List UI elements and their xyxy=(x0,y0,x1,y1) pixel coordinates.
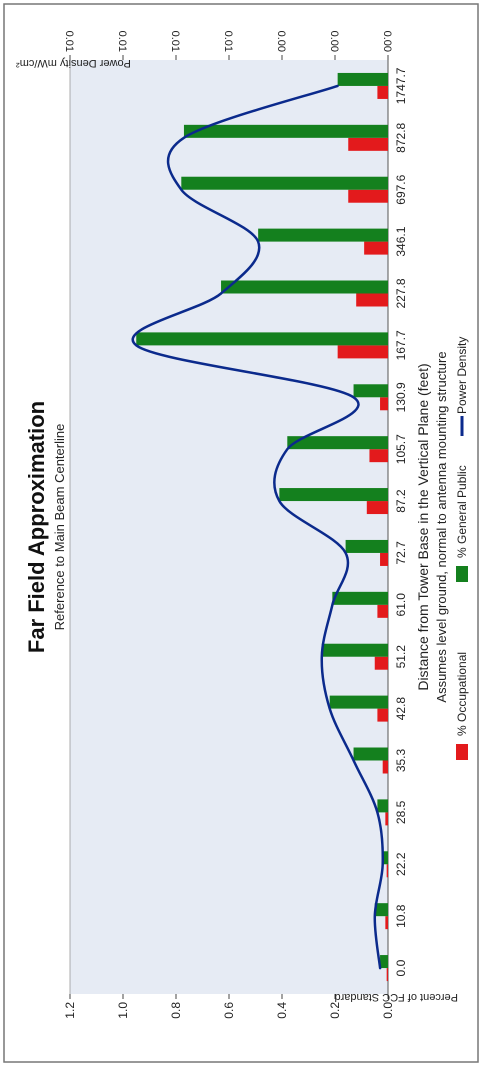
right-axis-title: Power Density mW/cm² xyxy=(16,57,131,69)
left-tick-label-5: 1.0 xyxy=(116,1002,130,1019)
bar-occupational-130.9 xyxy=(380,397,388,411)
bar-occupational-61.0 xyxy=(377,604,388,618)
right-tick-label-4: 0.01 xyxy=(169,31,181,52)
bar-general-public-72.7 xyxy=(345,539,388,553)
legend-swatch-general-public xyxy=(456,566,468,582)
category-label-8: 72.7 xyxy=(394,541,408,565)
right-tick-label-6: 0.01 xyxy=(63,31,75,52)
left-tick-label-6: 1.2 xyxy=(63,1002,77,1019)
bar-general-public-167.7 xyxy=(136,332,388,346)
bar-general-public-35.3 xyxy=(353,747,388,761)
bar-occupational-42.8 xyxy=(377,708,388,722)
bar-occupational-87.2 xyxy=(366,501,388,515)
bar-occupational-227.8 xyxy=(356,293,388,307)
left-tick-label-1: 0.2 xyxy=(328,1002,342,1019)
category-label-0: 0.0 xyxy=(394,959,408,976)
category-label-5: 42.8 xyxy=(394,697,408,721)
x-axis-title: Distance from Tower Base in the Vertical… xyxy=(415,363,431,690)
left-tick-label-3: 0.6 xyxy=(222,1002,236,1019)
chart-title: Far Field Approximation xyxy=(24,401,49,653)
legend-swatch-occupational xyxy=(456,744,468,760)
bar-occupational-22.2 xyxy=(386,864,388,878)
bar-general-public-0.0 xyxy=(380,955,388,969)
bar-general-public-51.2 xyxy=(321,643,388,657)
category-label-7: 61.0 xyxy=(394,593,408,617)
right-axis-ticks: 0.00 0.00 0.00 0.01 0.01 0.01 0.01 xyxy=(63,31,393,60)
bar-occupational-697.6 xyxy=(348,189,388,203)
category-label-1: 10.8 xyxy=(394,904,408,928)
right-tick-label-1: 0.00 xyxy=(328,31,340,52)
bars-layer xyxy=(136,72,388,982)
legend-label-general-public: % General Public xyxy=(455,465,469,558)
category-ticks: 0.0 10.8 22.2 28.5 35.3 42.8 51.2 61.0 72.7 87.2 1… xyxy=(394,67,408,976)
category-label-17: 1747.7 xyxy=(394,67,408,104)
category-label-2: 22.2 xyxy=(394,852,408,876)
chart-subtitle: Reference to Main Beam Centerline xyxy=(52,424,67,631)
bar-general-public-22.2 xyxy=(382,851,388,865)
bar-occupational-51.2 xyxy=(374,656,388,670)
bar-occupational-167.7 xyxy=(337,345,388,359)
bar-general-public-87.2 xyxy=(279,488,388,502)
bar-general-public-872.8 xyxy=(183,124,388,138)
bar-occupational-1747.7 xyxy=(377,85,388,99)
bar-occupational-35.3 xyxy=(382,760,388,774)
bar-general-public-227.8 xyxy=(221,280,388,294)
left-tick-label-4: 0.8 xyxy=(169,1002,183,1019)
category-label-4: 35.3 xyxy=(394,748,408,772)
category-label-10: 105.7 xyxy=(394,434,408,464)
right-tick-label-5: 0.01 xyxy=(116,31,128,52)
bar-general-public-346.1 xyxy=(258,228,388,242)
category-label-12: 167.7 xyxy=(394,330,408,360)
category-label-14: 346.1 xyxy=(394,226,408,256)
category-label-6: 51.2 xyxy=(394,645,408,669)
category-label-3: 28.5 xyxy=(394,800,408,824)
category-label-11: 130.9 xyxy=(394,382,408,412)
right-tick-label-3: 0.01 xyxy=(222,31,234,52)
left-axis-ticks: 0.0 0.2 0.4 0.6 0.8 1.0 1.2 xyxy=(63,994,395,1019)
bar-general-public-42.8 xyxy=(329,695,388,709)
category-label-9: 87.2 xyxy=(394,489,408,513)
power-density-line xyxy=(131,84,385,970)
left-tick-label-2: 0.4 xyxy=(275,1002,289,1019)
legend: % Occupational % General Public Power De… xyxy=(455,337,469,760)
bar-occupational-346.1 xyxy=(364,241,388,255)
right-tick-label-0: 0.00 xyxy=(381,31,393,52)
legend-label-occupational: % Occupational xyxy=(455,652,469,736)
left-axis-title: Percent of FCC Standard xyxy=(334,991,458,1003)
plot-area xyxy=(70,60,388,994)
bar-general-public-28.5 xyxy=(377,799,388,813)
left-tick-label-0: 0.0 xyxy=(381,1002,395,1019)
right-tick-label-2: 0.00 xyxy=(275,31,287,52)
bar-occupational-872.8 xyxy=(348,137,388,151)
bar-general-public-61.0 xyxy=(332,591,388,605)
bar-occupational-105.7 xyxy=(369,449,388,463)
bar-general-public-10.8 xyxy=(374,903,388,917)
legend-label-power-density: Power Density xyxy=(455,337,469,414)
bar-occupational-0.0 xyxy=(386,968,388,982)
bar-general-public-697.6 xyxy=(181,176,388,190)
chart-border xyxy=(3,3,479,1063)
bar-general-public-105.7 xyxy=(287,436,388,450)
category-label-16: 872.8 xyxy=(394,122,408,152)
category-label-15: 697.6 xyxy=(394,174,408,204)
category-label-13: 227.8 xyxy=(394,278,408,308)
bar-general-public-130.9 xyxy=(353,384,388,398)
bar-occupational-72.7 xyxy=(380,552,388,566)
bar-occupational-10.8 xyxy=(385,916,388,930)
bar-general-public-1747.7 xyxy=(337,72,388,86)
chart-note: Assumes level ground, normal to antenna … xyxy=(434,351,449,702)
bar-occupational-28.5 xyxy=(385,812,388,826)
